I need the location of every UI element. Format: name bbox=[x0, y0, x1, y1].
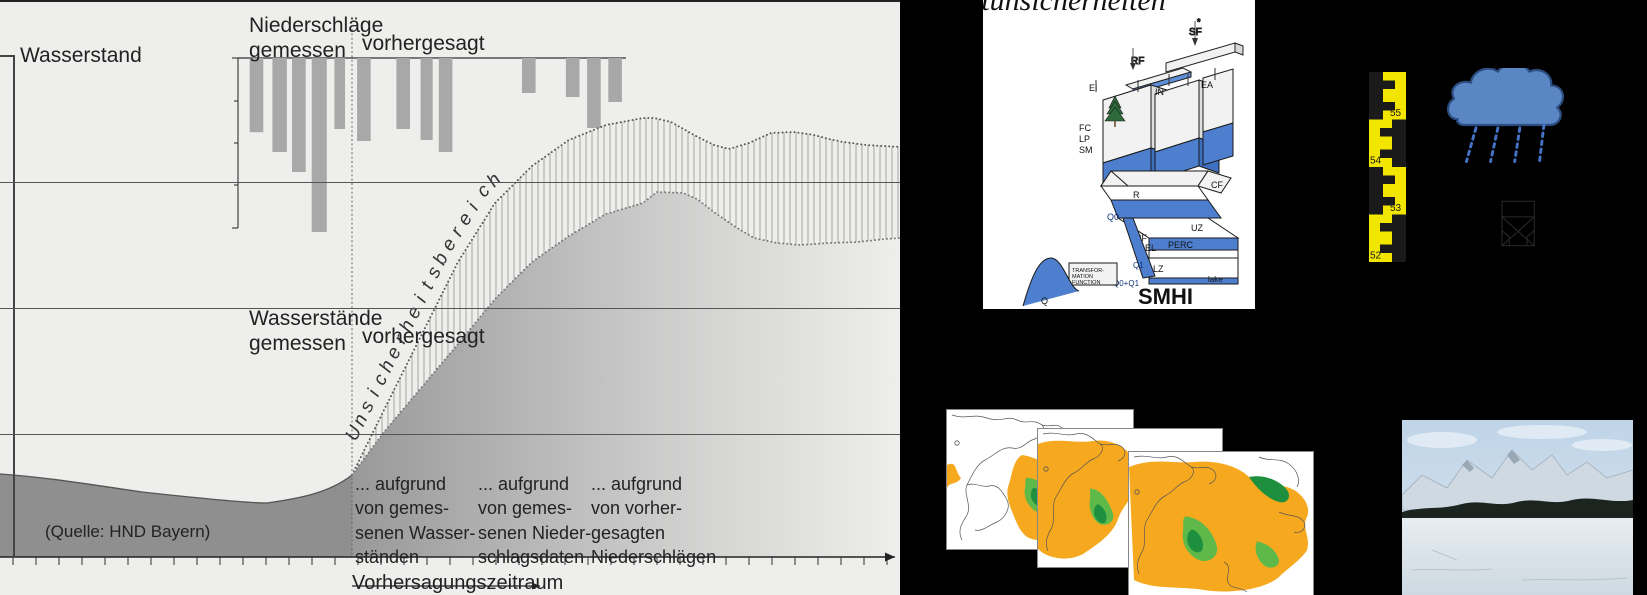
svg-text:LP: LP bbox=[1079, 134, 1090, 144]
svg-text:EL: EL bbox=[1145, 243, 1156, 253]
svg-text:e: e bbox=[402, 303, 426, 322]
svg-text:s: s bbox=[356, 397, 379, 415]
svg-text:e: e bbox=[454, 209, 477, 229]
svg-text:Q0: Q0 bbox=[1107, 212, 1119, 222]
svg-text:Q1: Q1 bbox=[1133, 261, 1144, 270]
svg-text:FC: FC bbox=[1079, 123, 1091, 133]
svg-text:LZ: LZ bbox=[1153, 264, 1164, 274]
svg-text:*: * bbox=[1197, 17, 1201, 27]
svg-text:t: t bbox=[417, 278, 438, 293]
svg-text:i: i bbox=[411, 292, 432, 306]
svg-text:lake: lake bbox=[1208, 275, 1223, 284]
svg-text:FUNCTION: FUNCTION bbox=[1072, 280, 1100, 286]
svg-text:i: i bbox=[364, 386, 385, 400]
svg-text:Zeitunsicherheiten: Zeitunsicherheiten bbox=[983, 0, 1166, 17]
svg-text:SM: SM bbox=[1079, 145, 1093, 155]
svg-text:SF: SF bbox=[1189, 27, 1202, 38]
svg-text:55: 55 bbox=[1390, 108, 1402, 119]
svg-text:i: i bbox=[463, 199, 483, 214]
svg-text:52: 52 bbox=[1370, 251, 1382, 262]
svg-text:53: 53 bbox=[1390, 203, 1402, 214]
svg-text:Q: Q bbox=[1041, 296, 1048, 306]
svg-text:EA: EA bbox=[1201, 80, 1213, 90]
svg-text:SMHI: SMHI bbox=[1138, 284, 1193, 309]
svg-text:b: b bbox=[429, 250, 453, 269]
svg-text:UZ: UZ bbox=[1191, 223, 1203, 233]
svg-text:PERC: PERC bbox=[1168, 240, 1194, 250]
svg-text:54: 54 bbox=[1370, 156, 1382, 167]
svg-text:IN: IN bbox=[1155, 87, 1164, 97]
svg-text:R: R bbox=[1133, 190, 1140, 200]
svg-text:CF: CF bbox=[1211, 180, 1223, 190]
svg-text:e: e bbox=[438, 235, 461, 255]
